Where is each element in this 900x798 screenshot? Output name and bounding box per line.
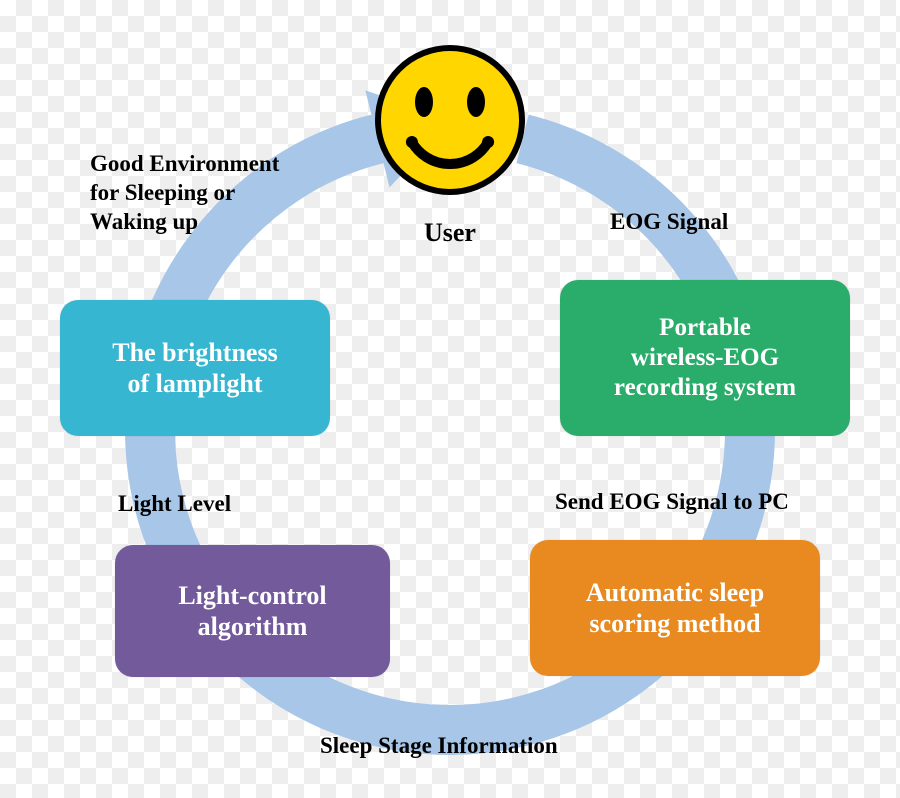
user-smiley-icon: [0, 0, 900, 798]
diagram-stage: User The brightness of lamplight Portabl…: [0, 0, 900, 798]
